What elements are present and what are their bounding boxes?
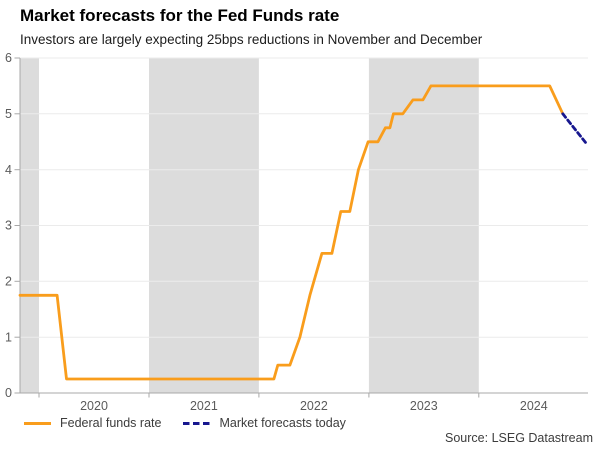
- chart-subtitle: Investors are largely expecting 25bps re…: [20, 32, 483, 47]
- y-tick-label: 2: [5, 275, 12, 289]
- market-forecasts-today-line: [561, 112, 589, 146]
- y-tick-label: 4: [5, 163, 12, 177]
- y-tick-label: 1: [5, 330, 12, 344]
- legend-label-federal-funds-rate: Federal funds rate: [60, 416, 162, 430]
- x-tick-label: 2024: [520, 399, 548, 413]
- y-tick-label: 3: [5, 219, 12, 233]
- y-tick-label: 0: [5, 386, 12, 400]
- x-tick-label: 2021: [190, 399, 218, 413]
- legend-label-market-forecasts: Market forecasts today: [219, 416, 346, 430]
- source-note: Source: LSEG Datastream: [445, 431, 593, 445]
- chart-title: Market forecasts for the Fed Funds rate: [20, 6, 340, 25]
- chart-legend: Federal funds rate Market forecasts toda…: [24, 416, 346, 430]
- federal-funds-rate-line: [18, 84, 565, 381]
- y-tick-label: 6: [5, 51, 12, 65]
- x-tick-label: 2020: [80, 399, 108, 413]
- x-tick-label: 2023: [410, 399, 438, 413]
- federal-funds-rate-line-swatch: [24, 421, 51, 425]
- market-forecasts-line-swatch: [183, 421, 211, 425]
- y-tick-label: 5: [5, 107, 12, 121]
- x-tick-label: 2022: [300, 399, 328, 413]
- legend-item-federal-funds-rate: Federal funds rate: [24, 416, 161, 430]
- legend-item-market-forecasts: Market forecasts today: [183, 416, 346, 430]
